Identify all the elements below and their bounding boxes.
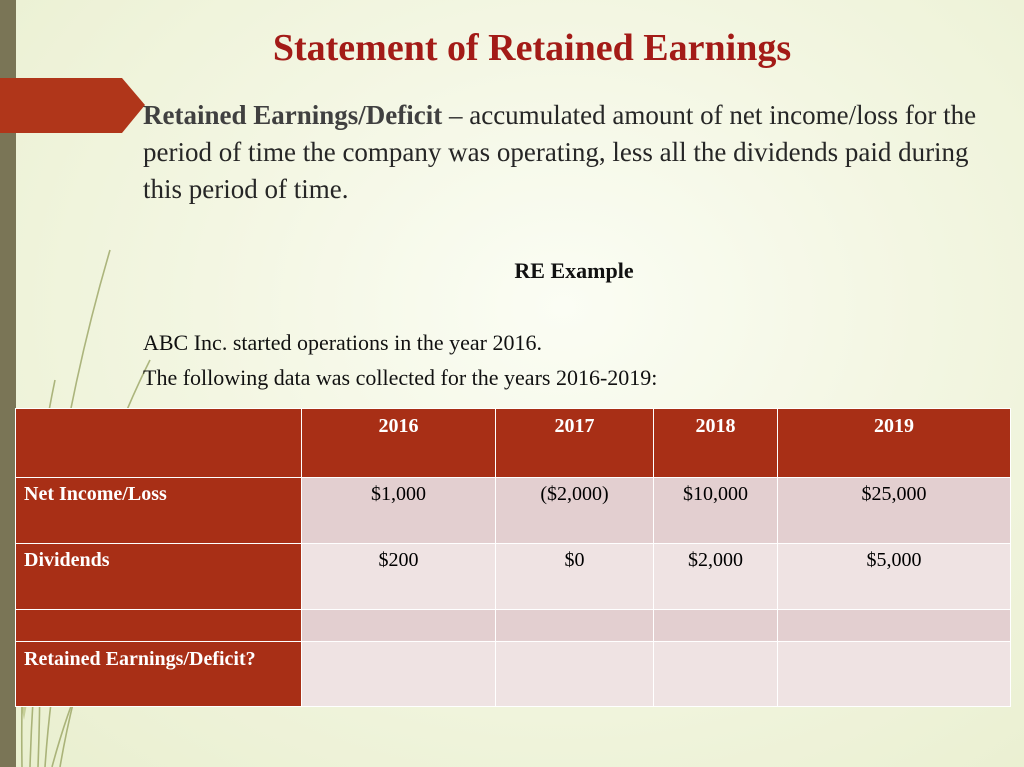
table-cell: $5,000: [777, 543, 1011, 610]
intro-line: ABC Inc. started operations in the year …: [143, 330, 542, 355]
table-cell: [301, 609, 496, 642]
example-heading: RE Example: [514, 258, 634, 283]
table-cell: [653, 641, 778, 707]
table-cell: $0: [495, 543, 654, 610]
table-cell: $25,000: [777, 477, 1011, 544]
intro-line: The following data was collected for the…: [143, 365, 658, 390]
table-cell: [301, 641, 496, 707]
row-label: Net Income/Loss: [15, 477, 302, 544]
table-row-retained-earnings: Retained Earnings/Deficit?: [15, 641, 1011, 707]
definition-text: – accumulated amount of net income/loss …: [143, 100, 977, 204]
table-row-blank: [15, 609, 1011, 642]
table-cell: $10,000: [653, 477, 778, 544]
row-label: Retained Earnings/Deficit?: [15, 641, 302, 707]
table-cell: $200: [301, 543, 496, 610]
table-cell: [653, 609, 778, 642]
table-header-row: 2016 2017 2018 2019: [15, 408, 1011, 478]
year-header: 2019: [777, 408, 1011, 478]
header-corner-cell: [15, 408, 302, 478]
table-cell: [777, 609, 1011, 642]
table-cell: $1,000: [301, 477, 496, 544]
retained-earnings-table: 2016 2017 2018 2019 Net Income/Loss $1,0…: [15, 408, 1011, 707]
table-row-dividends: Dividends $200 $0 $2,000 $5,000: [15, 543, 1011, 610]
left-decorative-bar: [0, 0, 16, 767]
example-intro: ABC Inc. started operations in the year …: [143, 325, 1003, 395]
year-header: 2018: [653, 408, 778, 478]
year-header: 2016: [301, 408, 496, 478]
row-label: Dividends: [15, 543, 302, 610]
year-header: 2017: [495, 408, 654, 478]
table-cell: $2,000: [653, 543, 778, 610]
table-row-net-income: Net Income/Loss $1,000 ($2,000) $10,000 …: [15, 477, 1011, 544]
definition-paragraph: Retained Earnings/Deficit – accumulated …: [143, 97, 1013, 208]
table-cell: [777, 641, 1011, 707]
table-cell: ($2,000): [495, 477, 654, 544]
definition-term: Retained Earnings/Deficit: [143, 100, 443, 130]
slide-title: Statement of Retained Earnings: [272, 27, 792, 69]
table-cell: [495, 609, 654, 642]
accent-arrow-tab: [0, 78, 145, 133]
table-cell: [495, 641, 654, 707]
row-label: [15, 609, 302, 642]
